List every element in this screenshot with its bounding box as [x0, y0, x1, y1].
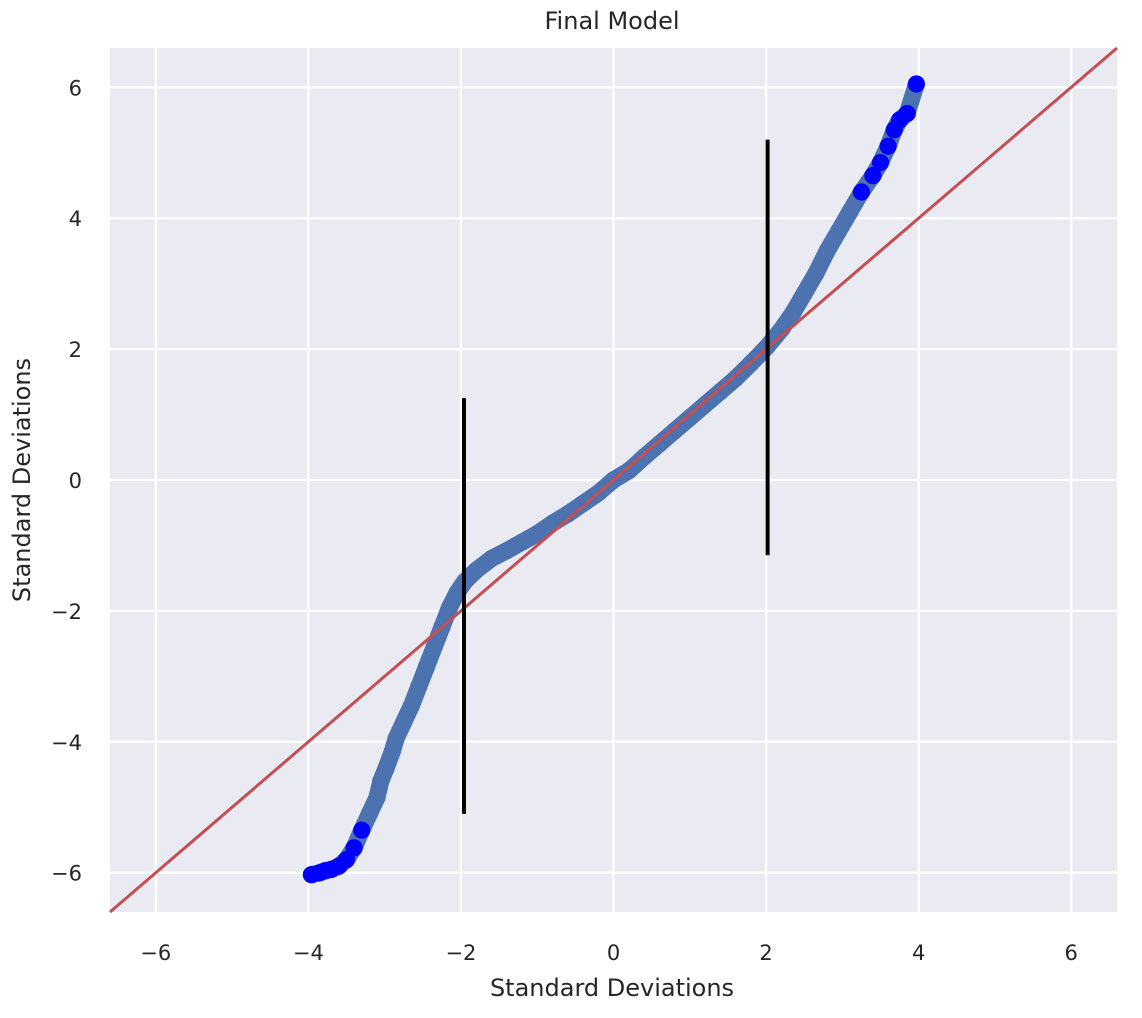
data-point [387, 729, 405, 748]
data-point [907, 75, 925, 93]
y-tick-label: 0 [69, 469, 82, 493]
data-point [395, 713, 413, 731]
data-point [635, 448, 653, 466]
data-point [871, 153, 890, 172]
y-tick-label: −4 [51, 731, 82, 755]
data-point [528, 525, 546, 543]
x-tick-label: −2 [445, 941, 476, 965]
x-tick-label: 6 [1065, 941, 1078, 965]
data-point [818, 242, 836, 260]
vertical-lines-group [461, 139, 770, 814]
reference-line [109, 46, 1118, 914]
chart-title: Final Model [545, 7, 680, 35]
data-point [345, 839, 363, 857]
data-point [726, 369, 745, 388]
data-point [665, 422, 684, 440]
x-tick-labels: −6 −4 −2 0 2 4 6 [140, 941, 1078, 965]
y-tick-label: −6 [51, 862, 82, 886]
data-point [681, 409, 699, 427]
y-tick-label: 4 [69, 207, 82, 231]
y-tick-labels: −6 −4 −2 0 2 4 6 [51, 76, 82, 885]
data-point [829, 222, 848, 240]
data-point [377, 759, 395, 777]
data-point [360, 805, 378, 823]
data-point [353, 821, 371, 839]
x-tick-label: 4 [912, 941, 925, 965]
data-point [402, 697, 420, 715]
data-point [650, 435, 668, 453]
y-tick-label: −2 [51, 600, 82, 624]
x-tick-label: −4 [293, 941, 324, 965]
y-tick-label: 2 [69, 338, 82, 362]
data-point [784, 304, 802, 322]
reference-line-group [109, 46, 1118, 914]
data-point [898, 104, 916, 123]
data-point [513, 533, 531, 551]
data-point [574, 494, 592, 513]
data-point [807, 265, 825, 283]
x-tick-label: −6 [140, 941, 171, 965]
data-points [302, 75, 925, 884]
data-point [467, 561, 485, 579]
data-point [440, 599, 459, 617]
data-point [498, 542, 516, 560]
data-point [425, 638, 443, 656]
y-axis-label: Standard Deviations [8, 358, 36, 602]
data-point [482, 549, 501, 568]
data-point [696, 396, 714, 414]
data-point [841, 203, 859, 221]
data-point [410, 677, 428, 695]
data-point [620, 462, 638, 480]
data-point [417, 657, 436, 676]
data-point [711, 383, 729, 401]
x-axis-label: Standard Deviations [490, 974, 734, 1002]
x-tick-label: 0 [607, 941, 620, 965]
data-point [795, 284, 813, 303]
data-point [864, 167, 882, 185]
data-point [879, 137, 897, 155]
x-tick-label: 2 [759, 941, 772, 965]
y-tick-label: 6 [69, 76, 82, 100]
data-point [852, 183, 871, 201]
data-point [368, 788, 386, 807]
